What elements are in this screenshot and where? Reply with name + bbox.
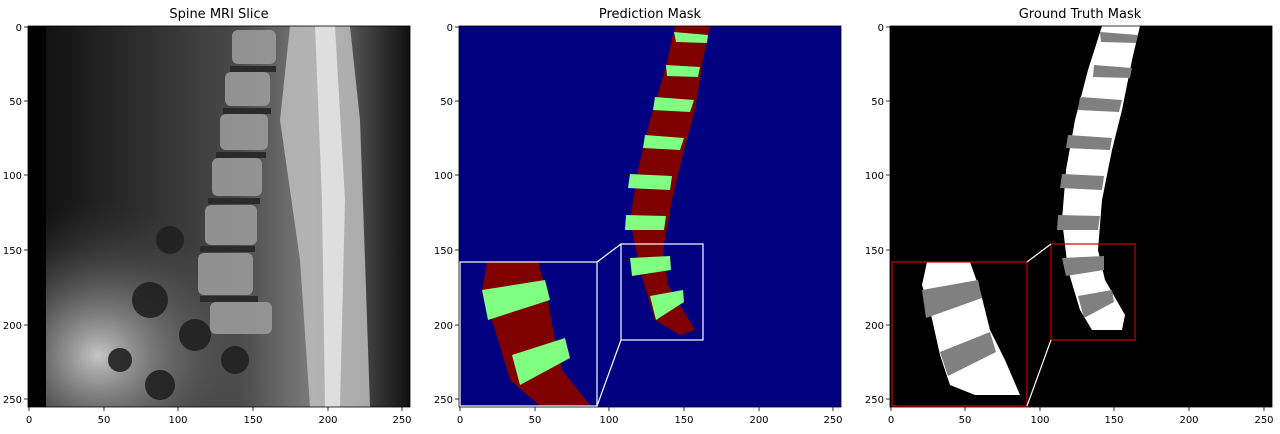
- zoom-inset-box: [891, 261, 1028, 407]
- y-tick-label: 50: [440, 97, 453, 108]
- x-tick-label: 250: [392, 415, 411, 426]
- y-tick-label: 250: [865, 395, 884, 406]
- x-tick-label: 250: [1254, 415, 1273, 426]
- ground-truth-mask: [890, 26, 1272, 407]
- y-tick-label: 100: [3, 171, 22, 182]
- panel-title: Spine MRI Slice: [169, 7, 268, 22]
- x-tick-label: 100: [599, 415, 618, 426]
- y-tick-label: 200: [3, 321, 22, 332]
- y-tick-label: 200: [434, 321, 453, 332]
- y-tick-label: 150: [434, 246, 453, 257]
- y-tick-label: 0: [447, 23, 453, 34]
- y-axis-ticks: [24, 26, 28, 400]
- panel-prediction: Prediction Mask: [434, 7, 843, 426]
- zoom-inset-box: [459, 261, 598, 407]
- x-tick-label: 50: [959, 415, 972, 426]
- x-tick-label: 100: [168, 415, 187, 426]
- x-tick-label: 150: [674, 415, 693, 426]
- prediction-mask: [459, 26, 841, 407]
- mri-image: [28, 26, 410, 407]
- x-tick-label: 0: [26, 415, 32, 426]
- zoom-region-box: [1050, 243, 1136, 341]
- panel-title: Ground Truth Mask: [1019, 7, 1142, 22]
- y-tick-label: 100: [865, 171, 884, 182]
- x-tick-label: 200: [749, 415, 768, 426]
- panel-mri: Spine MRI Slice: [3, 7, 412, 426]
- y-tick-label: 0: [16, 23, 22, 34]
- x-tick-label: 50: [98, 415, 111, 426]
- x-tick-label: 150: [243, 415, 262, 426]
- x-tick-label: 200: [1179, 415, 1198, 426]
- y-tick-label: 50: [9, 97, 22, 108]
- y-tick-label: 150: [865, 246, 884, 257]
- y-tick-label: 250: [434, 395, 453, 406]
- y-tick-label: 200: [865, 321, 884, 332]
- y-tick-label: 150: [3, 246, 22, 257]
- y-tick-label: 50: [871, 97, 884, 108]
- x-tick-label: 50: [529, 415, 542, 426]
- x-tick-label: 100: [1030, 415, 1049, 426]
- y-tick-label: 100: [434, 171, 453, 182]
- zoom-region-box: [620, 243, 704, 341]
- x-tick-label: 200: [318, 415, 337, 426]
- y-tick-label: 0: [878, 23, 884, 34]
- x-tick-label: 250: [823, 415, 842, 426]
- y-tick-label: 250: [3, 395, 22, 406]
- x-tick-label: 0: [888, 415, 894, 426]
- x-tick-label: 150: [1104, 415, 1123, 426]
- x-tick-label: 0: [457, 415, 463, 426]
- x-axis-ticks: [28, 407, 403, 411]
- panel-title: Prediction Mask: [599, 7, 702, 22]
- panel-ground-truth: Ground Truth Mask: [865, 7, 1274, 426]
